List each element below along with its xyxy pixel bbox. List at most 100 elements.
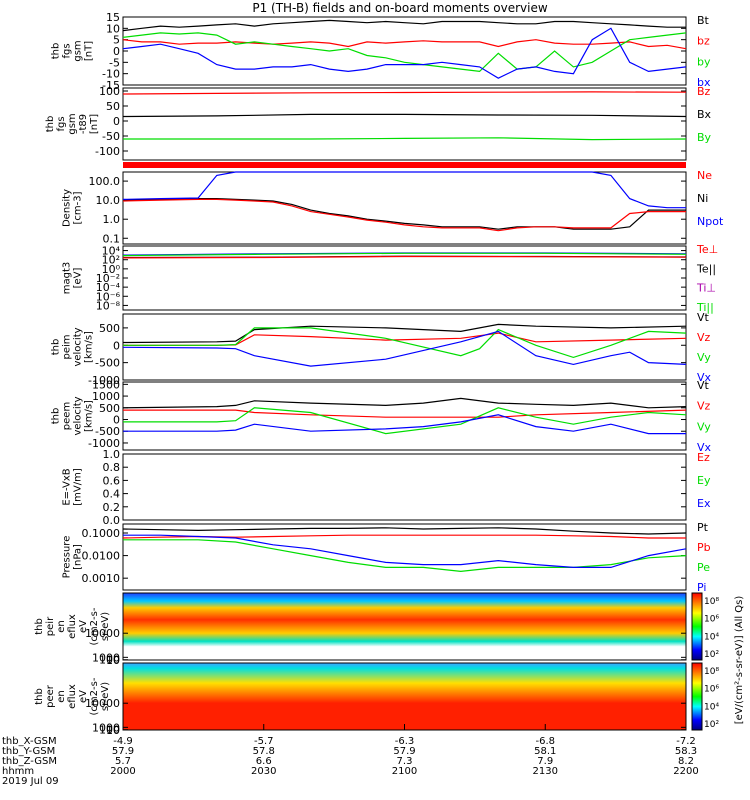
y-tick-label: -500 (95, 425, 120, 438)
y-tick-label: 1500 (92, 378, 120, 391)
panel-efield: E=-VxB [mV/m] 1.00.80.60.40.20.0 Ez Ey Ex (62, 448, 711, 527)
y-tick-label: 1000 (92, 721, 120, 734)
legend-entry: Ey (697, 474, 711, 487)
x-row-value: 58.1 (534, 746, 556, 757)
y-label-fgs_t89: thb (45, 116, 56, 133)
y-tick-label: 0.0 (103, 514, 121, 527)
y-tick-label: 100.0 (89, 175, 121, 188)
x-date: 2019 Jul 09 (2, 776, 59, 787)
x-row-value: 57.9 (393, 746, 415, 757)
x-row-label: hhmm (2, 766, 34, 777)
y-tick-label: 0.6 (103, 474, 121, 487)
y-tick-label: 0 (113, 115, 120, 128)
y-label-efield: [mV/m] (73, 468, 84, 506)
colorbar-label: [eV/(cm²-s-sr-eV)] (All Qs) (734, 596, 745, 725)
y-tick-label: 50 (106, 100, 120, 113)
y-tick-label: 10000 (85, 697, 120, 710)
y-label-efield: E=-VxB (62, 468, 73, 505)
y-label-density: Density (62, 189, 73, 227)
y-label-peer: eV (78, 690, 89, 703)
y-tick-label: 10000 (85, 627, 120, 640)
x-row-value: 57.9 (112, 746, 134, 757)
colorbar-tick: 10⁴ (704, 632, 719, 642)
series-peem (123, 409, 687, 418)
y-label-fgs: [nT] (84, 41, 95, 61)
y-tick-label: 1000 (92, 390, 120, 403)
x-row-value: -7.2 (676, 736, 696, 747)
legend-entry: Ni (697, 192, 708, 205)
legend-entry: Ti|| (696, 301, 714, 314)
series-peem (123, 407, 687, 435)
x-row-value: 57.8 (253, 746, 275, 757)
x-row-value: 2130 (533, 766, 558, 777)
legend-entry: Te⊥ (696, 243, 718, 256)
y-tick-label: -1000 (88, 374, 120, 387)
series-fgs_t89 (122, 113, 687, 118)
y-label-peem: velocity (73, 396, 84, 435)
y-tick-label: 500 (99, 402, 120, 415)
y-tick-label: 15 (106, 11, 120, 24)
series-fgs (122, 27, 687, 79)
x-row-value: -4.9 (113, 736, 133, 747)
legend-entry: Ex (697, 497, 711, 510)
x-row-value: 5.7 (115, 756, 131, 767)
y-tick-label: 10⁻⁶ (96, 290, 121, 303)
panel-frame (122, 171, 687, 245)
series-pressure (122, 527, 687, 535)
x-row-label: thb_X-GSM (2, 736, 57, 747)
y-tick-label: 10⁻⁸ (96, 299, 121, 312)
legend-entry: bx (697, 76, 711, 89)
y-label-peim: thb (51, 339, 62, 356)
y-tick-label: -50 (102, 130, 120, 143)
y-tick-label: 10 (106, 654, 120, 667)
y-label-peer: (cm2-s- (89, 677, 100, 715)
legend-entry: Bz (697, 85, 711, 98)
legend-entry: Ez (697, 451, 710, 464)
x-row-value: 6.6 (256, 756, 272, 767)
y-tick-label: 5 (113, 34, 120, 47)
y-tick-label: 1000 (92, 651, 120, 664)
series-peem (123, 414, 686, 435)
series-fgs (122, 19, 686, 32)
series-peim (122, 330, 687, 367)
y-tick-label: 10 (106, 22, 120, 35)
x-row-value: 7.9 (537, 756, 553, 767)
y-tick-label: -5 (109, 56, 120, 69)
x-row-value: -6.8 (535, 736, 555, 747)
colorbar-tick: 10⁸ (704, 667, 719, 677)
y-tick-label: 0 (113, 339, 120, 352)
x-row-value: -6.3 (395, 736, 415, 747)
y-tick-label: 10⁻² (96, 272, 120, 285)
y-label-peir: (cm2-s- (89, 607, 100, 645)
y-tick-label: 10.0 (96, 194, 121, 207)
y-label-density: [cm-3] (73, 191, 84, 224)
legend-entry: Vz (697, 331, 711, 344)
y-label-peer: peer (45, 684, 56, 708)
colorbar (691, 592, 703, 661)
legend-entry: by (697, 55, 711, 68)
legend-entry: Vz (697, 400, 711, 413)
y-label-fgs: fgs (62, 43, 73, 58)
legend-entry: Vx (697, 371, 712, 384)
y-tick-label: 10⁻⁴ (96, 281, 121, 294)
series-peim (123, 327, 687, 359)
legend-entry: Ti⊥ (696, 282, 716, 295)
y-label-fgs_t89: gsm (67, 113, 78, 134)
y-label-peer: eflux (67, 684, 78, 709)
y-label-peem: thb (51, 408, 62, 425)
x-row-value: 2030 (251, 766, 276, 777)
y-label-temperature: [eV] (73, 268, 84, 289)
y-label-fgs_t89: [nT] (89, 114, 100, 134)
spectrogram-peir (123, 593, 686, 660)
y-tick-label: -10 (102, 68, 120, 81)
legend-entry: Te|| (696, 262, 716, 275)
colorbars: 10⁸ 10⁶ 10⁴ 10² 10⁸ 10⁶ 10⁴ 10² [eV/(cm²-s-sr-eV… (691, 592, 745, 731)
series-fgs (122, 32, 687, 73)
series-density (122, 198, 686, 232)
y-label-peer: thb (34, 688, 45, 705)
y-tick-label: 0.8 (103, 461, 121, 474)
legend-entry: Vt (697, 311, 710, 324)
legend-entry: Pe (697, 561, 710, 574)
